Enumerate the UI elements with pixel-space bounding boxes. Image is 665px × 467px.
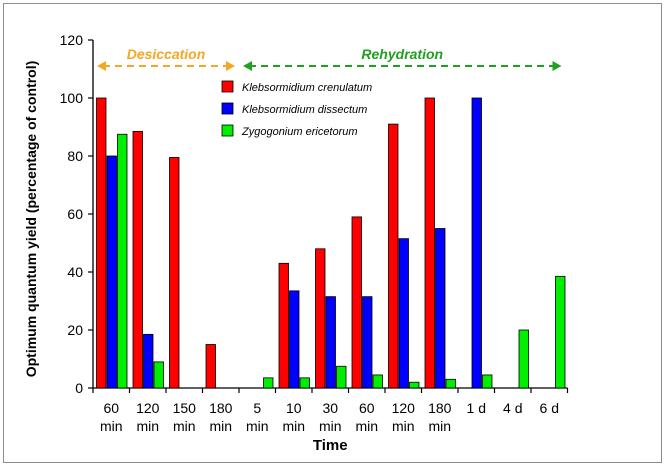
bar	[336, 365, 347, 389]
bar	[518, 329, 529, 389]
bar	[117, 133, 128, 389]
bar	[555, 275, 566, 389]
x-tick-label: min	[319, 418, 342, 434]
phase-arrow-head-right	[552, 61, 562, 71]
x-tick-label: 1 d	[467, 400, 486, 416]
x-tick-label: 150	[173, 400, 197, 416]
bar	[106, 155, 117, 389]
x-tick-label: 180	[428, 400, 452, 416]
legend-label: Klebsormidium dissectum	[242, 104, 367, 116]
bar	[398, 238, 409, 389]
x-tick-label: 4 d	[503, 400, 522, 416]
y-tick-label: 60	[67, 206, 83, 222]
bar	[263, 377, 274, 389]
x-tick-label: min	[209, 418, 232, 434]
bar	[325, 296, 336, 389]
bar	[482, 374, 493, 389]
bar	[132, 130, 143, 389]
y-tick-label: 120	[60, 32, 84, 48]
chart-frame: 0 20 40 60 80 100 120 60 min 120 min 150 min 180 min 5 m…	[3, 3, 662, 463]
x-tick-label: 30	[322, 400, 338, 416]
legend-swatch	[221, 80, 234, 93]
legend-swatch	[221, 102, 234, 115]
x-tick-label: 5	[253, 400, 261, 416]
x-tick-label: min	[392, 418, 415, 434]
x-tick-label: 6 d	[540, 400, 559, 416]
x-tick-label: 10	[286, 400, 302, 416]
bar	[471, 97, 482, 389]
bar	[169, 157, 180, 389]
y-tick-label: 100	[60, 90, 84, 106]
bar	[153, 361, 164, 389]
bar	[351, 216, 362, 389]
x-tick-label: min	[173, 418, 196, 434]
bar	[372, 374, 383, 389]
x-tick-label: min	[100, 418, 123, 434]
x-tick-label: min	[136, 418, 159, 434]
phase-arrow-head-left	[97, 61, 106, 71]
legend-label: Zygogonium ericetorum	[241, 126, 358, 138]
phase-arrow-head-left	[243, 61, 252, 71]
bar	[278, 262, 289, 389]
x-tick-label: min	[246, 418, 269, 434]
x-tick-label: min	[282, 418, 305, 434]
bar	[362, 296, 373, 389]
phase-arrow-head-right	[226, 61, 235, 71]
bar	[299, 377, 310, 389]
bar	[143, 333, 154, 389]
y-tick-label: 0	[75, 380, 83, 396]
bar	[445, 378, 456, 389]
bar	[205, 344, 216, 389]
legend-swatch	[221, 124, 234, 137]
y-tick-label: 40	[67, 264, 83, 280]
x-axis-title: Time	[313, 437, 348, 454]
bar	[435, 228, 446, 389]
bar	[315, 248, 326, 389]
x-tick-label: min	[428, 418, 451, 434]
bar	[409, 381, 420, 389]
y-axis-title: Optimum quantum yield (percentage of con…	[23, 61, 39, 378]
x-tick-label: 60	[359, 400, 375, 416]
y-tick-label: 20	[67, 322, 83, 338]
phase-label: Desiccation	[127, 46, 206, 62]
x-tick-label: min	[355, 418, 378, 434]
y-tick-label: 80	[67, 148, 83, 164]
bar-chart: 0 20 40 60 80 100 120 60 min 120 min 150 min 180 min 5 m…	[23, 32, 569, 454]
bar	[388, 123, 399, 389]
x-tick-label: 120	[392, 400, 416, 416]
x-tick-label: 180	[209, 400, 233, 416]
x-tick-label: 120	[136, 400, 160, 416]
bar	[424, 97, 435, 389]
x-tick-label: 60	[103, 400, 119, 416]
legend-label: Klebsormidium crenulatum	[242, 82, 372, 94]
bar	[96, 97, 107, 389]
bar	[289, 290, 300, 389]
phase-label: Rehydration	[361, 46, 443, 62]
